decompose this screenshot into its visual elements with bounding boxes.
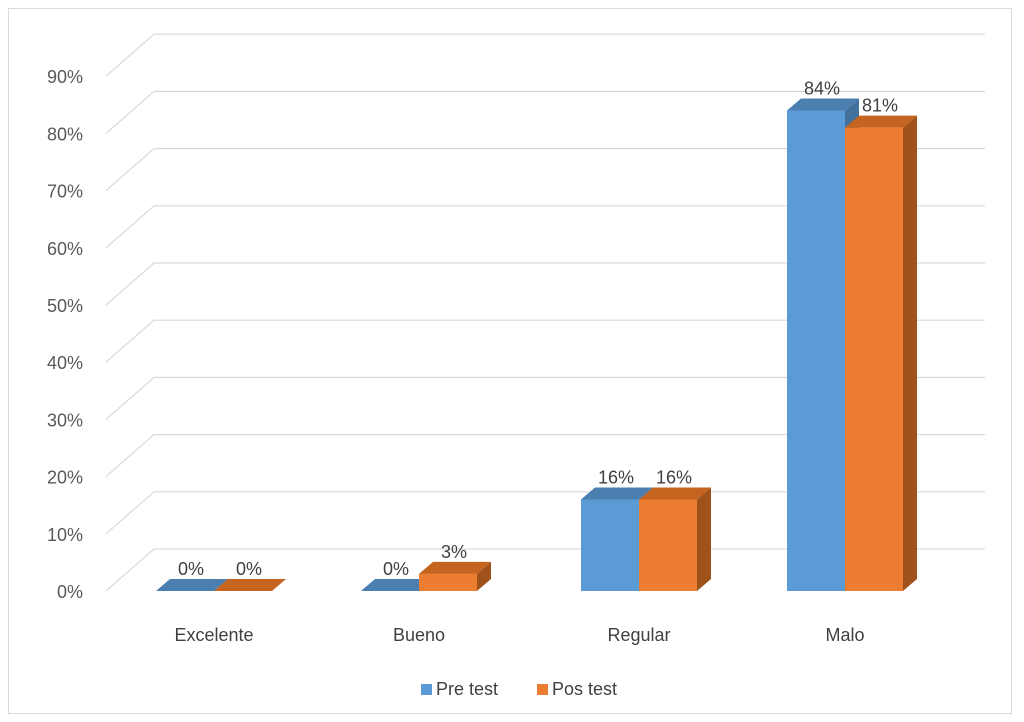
- bar: [419, 561, 491, 591]
- legend-swatch: [421, 684, 432, 695]
- bar: [156, 579, 228, 591]
- bar: [639, 487, 711, 591]
- gridline: [105, 262, 985, 306]
- gridline: [105, 33, 985, 77]
- data-label: 16%: [598, 467, 634, 487]
- category-label: Regular: [607, 625, 670, 645]
- data-label: 3%: [441, 542, 467, 562]
- y-tick-label: 40%: [47, 353, 83, 373]
- gridline: [105, 205, 985, 249]
- legend-label: Pre test: [436, 679, 498, 699]
- category-label: Bueno: [393, 625, 445, 645]
- data-labels: 0% 0% 0% 3% 16% 16% 84% 81%: [178, 79, 898, 579]
- bar-side: [903, 115, 917, 592]
- y-tick-label: 30%: [47, 410, 83, 430]
- bar-top: [845, 115, 917, 128]
- y-tick-label: 50%: [47, 296, 83, 316]
- bar-top: [214, 579, 286, 591]
- bar: [361, 579, 433, 591]
- bar: [214, 579, 286, 591]
- bar-top: [787, 98, 859, 111]
- y-tick-label: 60%: [47, 239, 83, 259]
- category-label: Excelente: [174, 625, 253, 645]
- y-tick-label: 90%: [47, 67, 83, 87]
- gridline: [105, 376, 985, 420]
- data-label: 84%: [804, 79, 840, 99]
- legend-swatch: [537, 684, 548, 695]
- bar-top: [639, 487, 711, 500]
- data-label: 0%: [236, 559, 262, 579]
- bar: [845, 115, 917, 592]
- legend-label: Pos test: [552, 679, 617, 699]
- x-axis-categories: Excelente Bueno Regular Malo: [174, 625, 864, 645]
- legend: Pre test Pos test: [421, 679, 617, 699]
- data-label: 16%: [656, 467, 692, 487]
- bar-top: [581, 487, 653, 500]
- gridline: [105, 90, 985, 134]
- bar-front: [787, 110, 845, 592]
- bar-side: [477, 561, 491, 591]
- y-tick-label: 20%: [47, 468, 83, 488]
- category-label: Malo: [825, 625, 864, 645]
- data-label: 0%: [178, 559, 204, 579]
- bar-front: [581, 499, 639, 591]
- data-label: 0%: [383, 559, 409, 579]
- data-label: 81%: [862, 96, 898, 116]
- bar-front: [419, 573, 477, 591]
- y-tick-label: 70%: [47, 182, 83, 202]
- bar-front: [845, 127, 903, 592]
- y-tick-label: 0%: [57, 582, 83, 602]
- bar-top: [156, 579, 228, 591]
- bar-front: [639, 499, 697, 591]
- bar-side: [697, 487, 711, 591]
- chart-frame: 0% 10% 20% 30% 40% 50% 60% 70% 80% 90% 0% 0% 0% 3% 16…: [8, 8, 1012, 714]
- gridline: [105, 148, 985, 192]
- grid: [105, 33, 985, 592]
- bar-chart: 0% 10% 20% 30% 40% 50% 60% 70% 80% 90% 0% 0% 0% 3% 16…: [47, 33, 985, 699]
- y-tick-label: 80%: [47, 124, 83, 144]
- bar-top: [419, 561, 491, 574]
- bars: [156, 98, 917, 592]
- gridline: [105, 434, 985, 478]
- y-tick-label: 10%: [47, 525, 83, 545]
- bar-top: [361, 579, 433, 591]
- gridline: [105, 319, 985, 363]
- y-axis-ticks: 0% 10% 20% 30% 40% 50% 60% 70% 80% 90%: [47, 67, 83, 602]
